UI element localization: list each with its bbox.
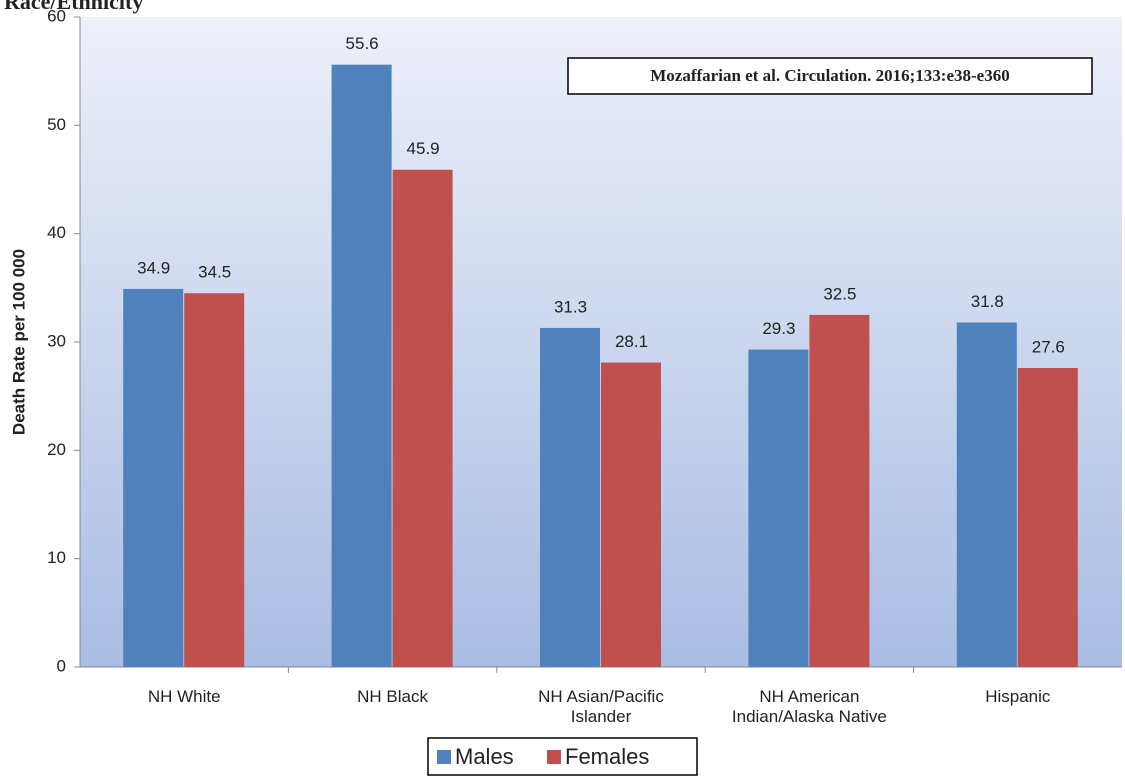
legend-swatch [547,750,561,764]
value-label: 27.6 [1032,337,1065,356]
value-label: 32.5 [823,284,856,303]
legend-label: Females [565,744,649,769]
value-label: 34.9 [137,258,170,277]
bar [184,293,245,667]
bar [956,322,1017,667]
y-tick-label: 40 [47,223,66,242]
y-tick-label: 0 [57,656,66,675]
bar [601,362,661,667]
value-label: 34.5 [198,263,231,282]
legend [427,737,698,776]
chart-title: Race/Ethnicity [4,0,143,14]
value-label: 55.6 [346,34,379,53]
x-tick-label: NH Black [357,687,429,706]
bar [809,314,870,667]
y-tick-label: 20 [47,440,66,459]
bar [331,64,392,667]
bar [1017,368,1078,667]
y-tick-label: 10 [47,548,66,567]
bar [392,169,453,667]
y-tick-label: 30 [47,331,66,350]
x-tick-label: Hispanic [985,687,1051,706]
bar [540,327,600,667]
annotation-box [567,57,1093,95]
value-label: 45.9 [407,139,440,158]
legend-label: Males [455,744,514,769]
x-tick-label: NH American Indian/Alaska Native [731,687,887,726]
x-tick-label: NH Asian/Pacific Islander [538,687,664,726]
value-label: 29.3 [762,319,795,338]
y-tick-label: 60 [47,6,66,25]
bar [123,288,184,667]
value-label: 28.1 [615,332,648,351]
annotation: Mozaffarian et al. Circulation. 2016;133… [650,66,1009,85]
x-tick-label: NH White [147,687,221,706]
legend-swatch [437,750,451,764]
value-label: 31.3 [554,297,587,316]
value-label: 31.8 [971,292,1004,311]
y-tick-label: 50 [47,115,66,134]
y-axis-label: Death Rate per 100 000 [9,249,28,435]
bar [748,349,809,667]
